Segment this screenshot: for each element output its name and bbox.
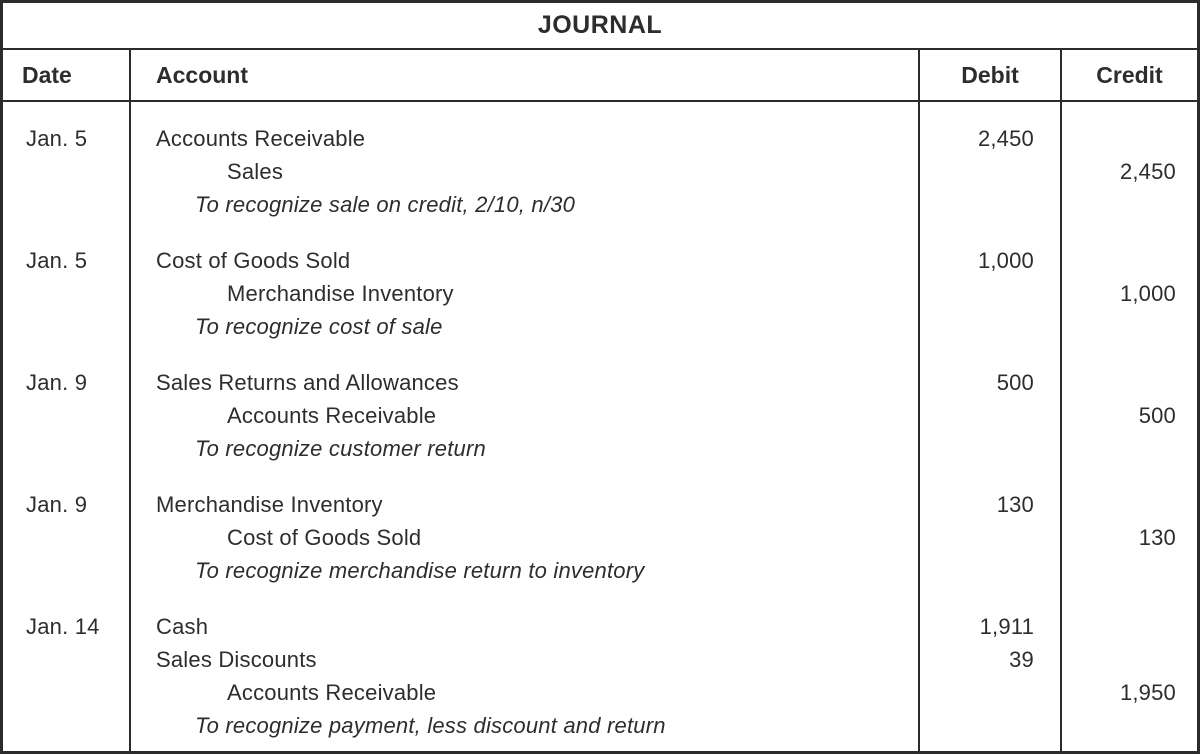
credit-cell: 130	[1062, 488, 1197, 610]
journal-entry: Jan. 9 Merchandise Inventory Cost of Goo…	[3, 488, 1197, 610]
account-cell: Cost of Goods Sold Merchandise Inventory…	[131, 244, 920, 366]
spacer-line	[1062, 643, 1197, 676]
account-credited: Accounts Receivable	[227, 403, 437, 428]
credit-amount: 500	[1138, 403, 1176, 428]
entry-date: Jan. 5	[26, 126, 88, 151]
account-cell: Accounts Receivable Sales To recognize s…	[131, 102, 920, 244]
debit-cell: 1,911 39	[920, 610, 1062, 751]
journal-entry: Jan. 14 Cash Sales Discounts Accounts Re…	[3, 610, 1197, 751]
journal-entry: Jan. 9 Sales Returns and Allowances Acco…	[3, 366, 1197, 488]
credit-cell: 500	[1062, 366, 1197, 488]
account-cell: Merchandise Inventory Cost of Goods Sold…	[131, 488, 920, 610]
entry-description: To recognize cost of sale	[195, 314, 443, 339]
account-debited: Accounts Receivable	[156, 126, 366, 151]
journal-entries: Jan. 5 Accounts Receivable Sales To reco…	[3, 102, 1197, 751]
entry-date: Jan. 9	[26, 370, 88, 395]
debit-cell: 130	[920, 488, 1062, 610]
date-cell: Jan. 9	[3, 488, 131, 610]
journal-title: JOURNAL	[3, 3, 1197, 50]
entry-date: Jan. 9	[26, 492, 88, 517]
account-debited: Sales Discounts	[156, 647, 317, 672]
account-cell: Sales Returns and Allowances Accounts Re…	[131, 366, 920, 488]
account-debited: Merchandise Inventory	[156, 492, 383, 517]
debit-amount: 130	[996, 492, 1034, 517]
entry-description: To recognize customer return	[195, 436, 486, 461]
spacer-line	[1062, 122, 1197, 155]
journal-entry: Jan. 5 Accounts Receivable Sales To reco…	[3, 102, 1197, 244]
date-cell: Jan. 9	[3, 366, 131, 488]
spacer-line	[1062, 488, 1197, 521]
column-header-credit: Credit	[1096, 61, 1163, 88]
debit-cell: 500	[920, 366, 1062, 488]
account-cell: Cash Sales Discounts Accounts Receivable…	[131, 610, 920, 751]
entry-description: To recognize merchandise return to inven…	[195, 558, 645, 583]
column-header-account: Account	[131, 50, 920, 100]
credit-cell: 1,950	[1062, 610, 1197, 751]
journal-entry: Jan. 5 Cost of Goods Sold Merchandise In…	[3, 244, 1197, 366]
debit-amount: 500	[996, 370, 1034, 395]
column-header-date: Date	[3, 50, 131, 100]
account-credited: Sales	[227, 159, 284, 184]
entry-description: To recognize sale on credit, 2/10, n/30	[195, 192, 576, 217]
account-debited: Cost of Goods Sold	[156, 248, 351, 273]
entry-date: Jan. 14	[26, 614, 100, 639]
account-credited: Merchandise Inventory	[227, 281, 454, 306]
column-header-debit: Debit	[920, 50, 1062, 100]
credit-amount: 2,450	[1119, 159, 1176, 184]
account-credited: Accounts Receivable	[227, 680, 437, 705]
credit-amount: 1,000	[1119, 281, 1176, 306]
debit-amount: 39	[1009, 647, 1034, 672]
debit-amount: 1,911	[979, 614, 1034, 639]
entry-description: To recognize payment, less discount and …	[195, 713, 666, 738]
debit-amount: 2,450	[977, 126, 1034, 151]
date-cell: Jan. 5	[3, 102, 131, 244]
debit-amount: 1,000	[977, 248, 1034, 273]
account-debited: Cash	[156, 614, 209, 639]
debit-cell: 1,000	[920, 244, 1062, 366]
debit-cell: 2,450	[920, 102, 1062, 244]
credit-amount: 130	[1138, 525, 1176, 550]
account-debited: Sales Returns and Allowances	[156, 370, 459, 395]
account-credited: Cost of Goods Sold	[227, 525, 422, 550]
spacer-line	[1062, 610, 1197, 643]
credit-cell: 1,000	[1062, 244, 1197, 366]
credit-cell: 2,450	[1062, 102, 1197, 244]
date-cell: Jan. 5	[3, 244, 131, 366]
spacer-line	[1062, 366, 1197, 399]
entry-date: Jan. 5	[26, 248, 88, 273]
column-header-row: Date Account Debit Credit	[3, 50, 1197, 102]
credit-amount: 1,950	[1119, 680, 1176, 705]
spacer-line	[1062, 244, 1197, 277]
date-cell: Jan. 14	[3, 610, 131, 751]
